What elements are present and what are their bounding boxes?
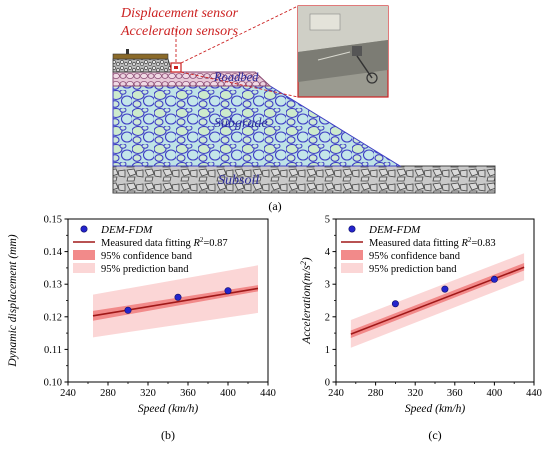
legend-label: 95% confidence band bbox=[101, 251, 193, 262]
x-tick-label: 440 bbox=[260, 388, 276, 399]
x-tick-label: 400 bbox=[487, 388, 503, 399]
ballast-layer bbox=[112, 58, 173, 73]
confidence-band bbox=[93, 285, 258, 321]
legend-label: 95% prediction band bbox=[369, 264, 457, 275]
panel-caption: (b) bbox=[161, 428, 175, 442]
subsoil-label: Subsoil bbox=[218, 173, 259, 188]
y-axis-label: Acceleration(m/s2) bbox=[299, 257, 313, 345]
y-tick-label: 4 bbox=[325, 247, 331, 258]
roadbed-label: Roadbed bbox=[213, 70, 259, 84]
y-tick-label: 0.15 bbox=[44, 215, 62, 226]
panel-a-caption: (a) bbox=[268, 199, 281, 213]
x-axis-label: Speed (km/h) bbox=[405, 403, 466, 415]
legend-r2-symbol: R bbox=[460, 238, 468, 249]
legend-marker-icon bbox=[80, 225, 88, 233]
legend-r2-superscript: 2 bbox=[468, 236, 472, 244]
data-point bbox=[441, 285, 449, 293]
legend-label: Measured data fitting R2=0.87 bbox=[101, 236, 228, 249]
x-tick-label: 440 bbox=[526, 388, 542, 399]
y-tick-label: 2 bbox=[325, 312, 330, 323]
x-tick-label: 280 bbox=[368, 388, 384, 399]
legend-r2-symbol: R bbox=[192, 238, 200, 249]
y-axis-label: Dynamic displacement (mm) bbox=[7, 234, 19, 367]
rail-icon bbox=[126, 49, 129, 54]
data-point bbox=[124, 306, 132, 314]
y-tick-label: 0.11 bbox=[44, 345, 62, 356]
x-tick-label: 360 bbox=[180, 388, 196, 399]
legend-band-icon bbox=[73, 250, 95, 260]
x-tick-label: 400 bbox=[220, 388, 236, 399]
acceleration-sensor-icon bbox=[174, 66, 178, 69]
acceleration-sensors-label: Acceleration sensors bbox=[120, 24, 239, 39]
x-tick-label: 320 bbox=[140, 388, 156, 399]
subsoil-layer bbox=[112, 165, 496, 194]
x-axis-label: Speed (km/h) bbox=[138, 403, 199, 415]
y-tick-label: 0.10 bbox=[44, 378, 62, 389]
sleeper bbox=[112, 53, 169, 60]
legend-label: Measured data fitting R2=0.83 bbox=[369, 236, 496, 249]
field-photo bbox=[297, 5, 389, 98]
legend-band-icon bbox=[341, 250, 363, 260]
legend-label: 95% confidence band bbox=[369, 251, 461, 262]
y-tick-label: 0 bbox=[325, 378, 330, 389]
subgrade-label: Subgrade bbox=[214, 116, 268, 131]
y-axis-label-end: ) bbox=[301, 257, 313, 262]
x-tick-label: 240 bbox=[328, 388, 344, 399]
y-tick-label: 0.13 bbox=[44, 280, 62, 291]
legend-label: DEM-FDM bbox=[100, 224, 153, 236]
legend-band-icon bbox=[73, 263, 95, 273]
data-point bbox=[490, 275, 498, 283]
embankment-diagram bbox=[112, 5, 496, 194]
y-axis-label-superscript: 2 bbox=[299, 261, 308, 265]
photo-callout-line-top bbox=[180, 5, 299, 64]
chart-acceleration: 240 280 320 360 400 440 0 1 2 3 4 5 Speed (km/h) Acce… bbox=[299, 215, 542, 443]
legend-label: DEM-FDM bbox=[368, 224, 421, 236]
legend-r2-superscript: 2 bbox=[200, 236, 204, 244]
data-point bbox=[224, 287, 232, 295]
legend-marker-icon bbox=[348, 225, 356, 233]
chart-dynamic-displacement: 240 280 320 360 400 440 0.10 0.11 0.12 0.13 0.14 0.… bbox=[7, 215, 276, 443]
legend-label: 95% prediction band bbox=[101, 264, 189, 275]
data-point bbox=[174, 293, 182, 301]
y-tick-label: 1 bbox=[325, 345, 330, 356]
panel-caption: (c) bbox=[428, 428, 441, 442]
legend-band-icon bbox=[341, 263, 363, 273]
x-tick-label: 280 bbox=[100, 388, 116, 399]
y-tick-label: 5 bbox=[325, 215, 330, 226]
legend-r2-value: =0.83 bbox=[471, 238, 495, 249]
fit-line bbox=[350, 266, 525, 335]
y-tick-label: 3 bbox=[325, 280, 330, 291]
y-tick-label: 0.12 bbox=[44, 312, 62, 323]
data-point bbox=[391, 300, 399, 308]
x-tick-label: 240 bbox=[60, 388, 76, 399]
x-tick-label: 320 bbox=[407, 388, 423, 399]
legend-r2-value: =0.87 bbox=[203, 238, 227, 249]
displacement-sensor-label: Displacement sensor bbox=[120, 6, 239, 21]
y-tick-label: 0.14 bbox=[44, 247, 63, 258]
x-tick-label: 360 bbox=[447, 388, 463, 399]
